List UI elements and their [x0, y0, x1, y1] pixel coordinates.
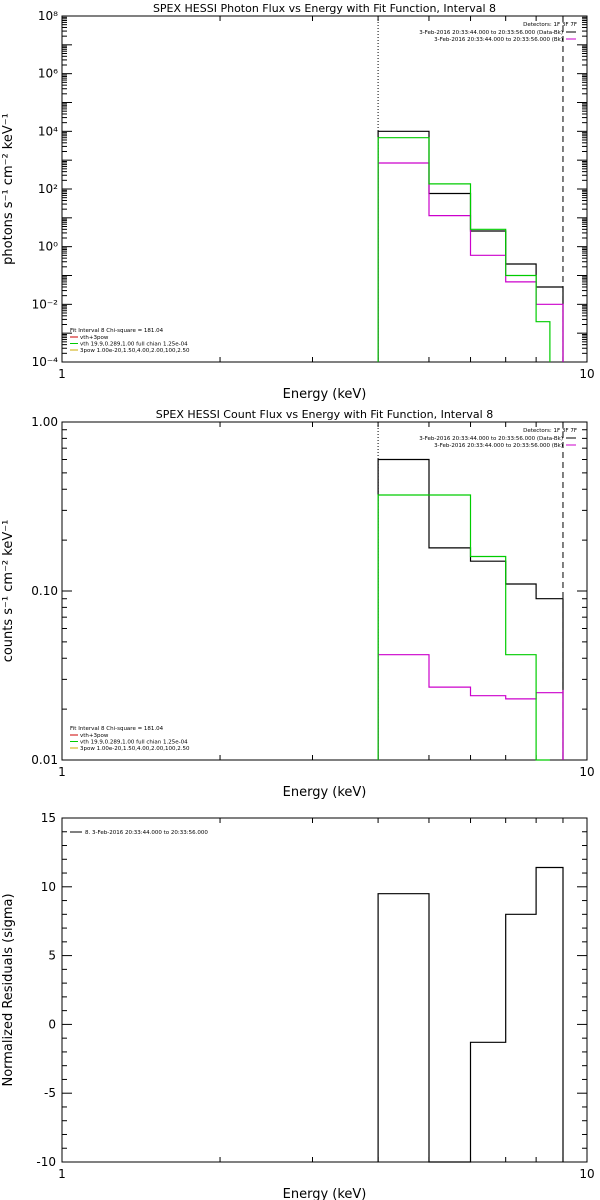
- y-tick-label: 10⁻²: [32, 297, 59, 311]
- y-axis-label: counts s⁻¹ cm⁻² keV⁻¹: [1, 520, 16, 663]
- chart-title: SPEX HESSI Photon Flux vs Energy with Fi…: [153, 2, 496, 15]
- legend-entry: 3-Feb-2016 20:33:44.000 to 20:33:56.000 …: [434, 37, 563, 43]
- y-tick-label: 15: [41, 811, 56, 825]
- y-tick-label: 10⁴: [38, 124, 58, 138]
- x-tick-label: 1: [58, 765, 66, 779]
- fit-header: Fit Interval 8 Chi-square = 181.04: [70, 328, 164, 334]
- x-tick-label: 1: [58, 1167, 66, 1181]
- fit-header: Fit Interval 8 Chi-square = 181.04: [70, 726, 164, 732]
- y-tick-label: -5: [44, 1086, 56, 1100]
- y-tick-label: 0.10: [31, 584, 58, 598]
- plot-frame: [61, 15, 588, 363]
- plot-frame: [61, 817, 588, 1163]
- fit-entry: vth 19.9,0.289,1.00 full chian 1.25e-04: [80, 342, 188, 348]
- chart-title: SPEX HESSI Count Flux vs Energy with Fit…: [156, 408, 493, 421]
- y-tick-label: 5: [48, 949, 56, 963]
- x-tick-label: 10: [579, 1167, 594, 1181]
- series-line-1: [377, 866, 564, 1163]
- x-axis-label: Energy (keV): [283, 1187, 367, 1200]
- fit-entry: vth+3pow: [80, 733, 109, 739]
- legend-entry: 3-Feb-2016 20:33:44.000 to 20:33:56.000 …: [419, 30, 563, 36]
- y-tick-label: -10: [36, 1155, 56, 1169]
- fit-entry: 3pow 1.00e-20,1.50,4.00,2.00,100,2.50: [80, 746, 190, 752]
- y-tick-label: 1.00: [31, 415, 58, 429]
- series-line-2: [377, 654, 564, 760]
- fit-entry: vth 19.9,0.289,1.00 full chian 1.25e-04: [80, 740, 188, 746]
- legend-header: Detectors: 1F 3F 7F: [523, 22, 577, 28]
- legend-entry: 3-Feb-2016 20:33:44.000 to 20:33:56.000 …: [419, 436, 563, 442]
- y-tick-label: 10⁸: [38, 9, 58, 23]
- x-tick-label: 10: [579, 367, 594, 381]
- series-line-3: [377, 137, 551, 362]
- legend-entry: 8. 3-Feb-2016 20:33:44.000 to 20:33:56.0…: [85, 830, 208, 836]
- series-line-3: [377, 494, 550, 761]
- y-axis-label: Normalized Residuals (sigma): [1, 893, 16, 1086]
- y-tick-label: 10⁰: [38, 240, 58, 254]
- fit-entry: 3pow 1.00e-20,1.50,4.00,2.00,100,2.50: [80, 348, 190, 354]
- chart-panel-3: 1 10 Energy (keV) -10 -5 0 5 10 15 Normalized Res…: [1, 811, 595, 1200]
- legend-header: Detectors: 1F 3F 7F: [523, 428, 577, 434]
- y-tick-label: 10²: [38, 182, 58, 196]
- chart-panel-1: SPEX HESSI Photon Flux vs Energy with Fi…: [1, 2, 595, 402]
- y-tick-label: 10: [41, 880, 56, 894]
- y-tick-label: 0.01: [31, 753, 58, 767]
- chart-panel-2: SPEX HESSI Count Flux vs Energy with Fit…: [1, 408, 595, 800]
- y-axis-label: photons s⁻¹ cm⁻² keV⁻¹: [1, 113, 16, 265]
- fit-entry: vth+3pow: [80, 335, 109, 341]
- y-tick-label: 0: [48, 1017, 56, 1031]
- x-tick-label: 1: [58, 367, 66, 381]
- y-tick-label: 10⁶: [38, 67, 58, 81]
- y-tick-label: 10⁻⁴: [32, 355, 59, 369]
- x-tick-label: 10: [579, 765, 594, 779]
- plot-frame: [61, 421, 588, 761]
- x-axis-label: Energy (keV): [283, 785, 367, 800]
- x-axis-label: Energy (keV): [283, 387, 367, 402]
- legend-entry: 3-Feb-2016 20:33:44.000 to 20:33:56.000 …: [434, 443, 563, 449]
